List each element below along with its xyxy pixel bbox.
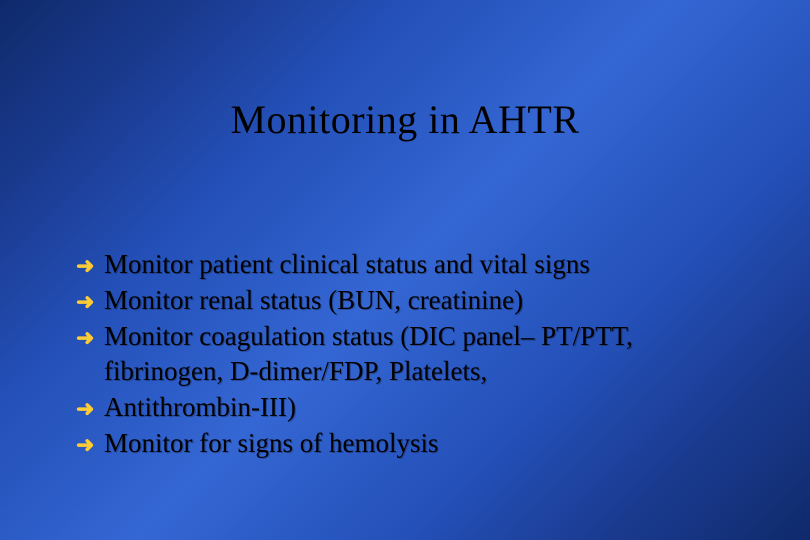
bullet-list: ➜ Monitor patient clinical status and vi…: [76, 248, 750, 463]
arrow-icon: ➜: [76, 427, 104, 459]
bullet-item: ➜ Antithrombin-III): [76, 391, 750, 425]
bullet-text: Monitor patient clinical status and vita…: [104, 248, 750, 282]
arrow-icon: ➜: [76, 248, 104, 280]
bullet-item-continuation: fibrinogen, D-dimer/FDP, Platelets,: [76, 355, 750, 389]
bullet-text: Antithrombin-III): [104, 391, 750, 425]
bullet-text: Monitor renal status (BUN, creatinine): [104, 284, 750, 318]
bullet-item: ➜ Monitor coagulation status (DIC panel–…: [76, 320, 750, 354]
arrow-icon: ➜: [76, 284, 104, 316]
arrow-icon: ➜: [76, 320, 104, 352]
bullet-item: ➜ Monitor patient clinical status and vi…: [76, 248, 750, 282]
arrow-icon: ➜: [76, 391, 104, 423]
bullet-text: Monitor for signs of hemolysis: [104, 427, 750, 461]
bullet-text: Monitor coagulation status (DIC panel– P…: [104, 320, 750, 354]
bullet-item: ➜ Monitor for signs of hemolysis: [76, 427, 750, 461]
slide-title: Monitoring in AHTR: [0, 96, 810, 143]
bullet-item: ➜ Monitor renal status (BUN, creatinine): [76, 284, 750, 318]
slide-container: Monitoring in AHTR ➜ Monitor patient cli…: [0, 0, 810, 540]
